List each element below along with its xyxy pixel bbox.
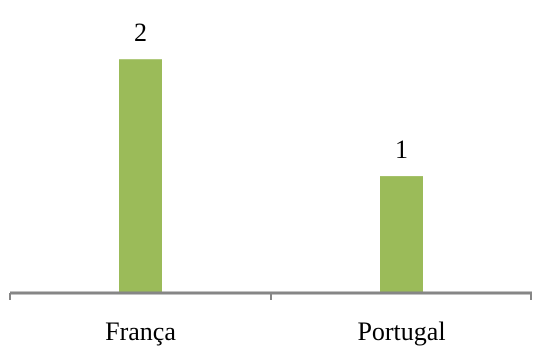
bar-1 — [380, 176, 423, 293]
bars-group — [119, 59, 423, 293]
x-tick-label-1: Portugal — [357, 317, 445, 346]
data-label-0: 2 — [134, 18, 147, 47]
data-label-1: 1 — [395, 135, 408, 164]
data-labels-group: 21 — [134, 18, 408, 164]
x-tick-label-0: França — [105, 317, 176, 346]
x-tick-labels-group: França Portugal — [105, 317, 445, 346]
x-axis — [9, 291, 532, 300]
bar-0 — [119, 59, 162, 293]
